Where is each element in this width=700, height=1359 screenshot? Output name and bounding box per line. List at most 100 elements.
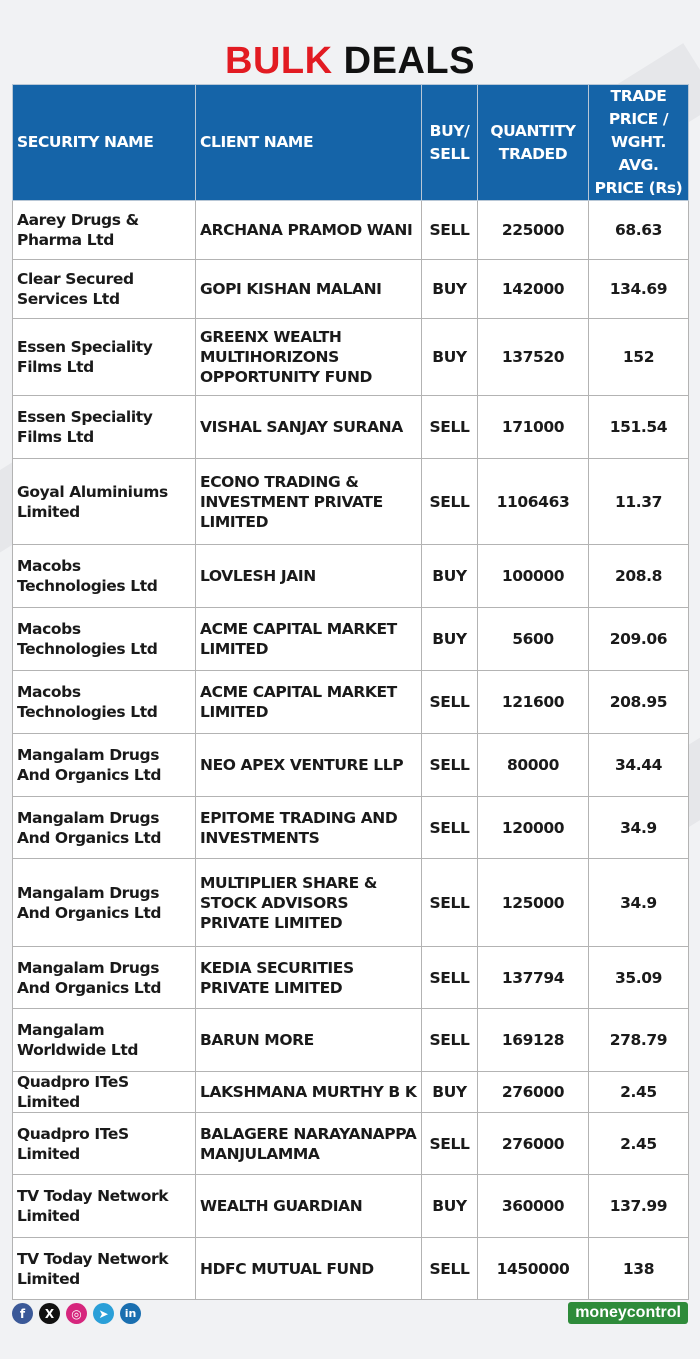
cell-client: GREENX WEALTH MULTIHORIZONS OPPORTUNITY …: [195, 318, 422, 396]
cell-client: GOPI KISHAN MALANI: [195, 259, 422, 319]
cell-price: 151.54: [588, 395, 689, 459]
cell-security: Mangalam Drugs And Organics Ltd: [12, 946, 196, 1009]
cell-qty: 1450000: [477, 1237, 589, 1300]
cell-qty: 276000: [477, 1112, 589, 1175]
cell-client: KEDIA SECURITIES PRIVATE LIMITED: [195, 946, 422, 1009]
table-row: Mangalam Drugs And Organics Ltd MULTIPLI…: [12, 858, 689, 947]
cell-side: BUY: [421, 1174, 478, 1238]
cell-security: Mangalam Drugs And Organics Ltd: [12, 796, 196, 859]
cell-side: SELL: [421, 1112, 478, 1175]
table-row: Macobs Technologies Ltd ACME CAPITAL MAR…: [12, 670, 689, 734]
x-icon[interactable]: X: [39, 1303, 60, 1324]
cell-client: MULTIPLIER SHARE & STOCK ADVISORS PRIVAT…: [195, 858, 422, 947]
telegram-icon[interactable]: ➤: [93, 1303, 114, 1324]
header-buy-sell-line2: SELL: [429, 144, 470, 163]
cell-security: Mangalam Drugs And Organics Ltd: [12, 733, 196, 797]
cell-security: Macobs Technologies Ltd: [12, 670, 196, 734]
cell-client: HDFC MUTUAL FUND: [195, 1237, 422, 1300]
cell-side: SELL: [421, 670, 478, 734]
header-price-line3: WGHT. AVG.: [611, 133, 666, 174]
cell-price: 152: [588, 318, 689, 396]
instagram-icon[interactable]: ◎: [66, 1303, 87, 1324]
table-row: Macobs Technologies Ltd LOVLESH JAIN BUY…: [12, 544, 689, 608]
facebook-icon[interactable]: f: [12, 1303, 33, 1324]
cell-security: Clear Secured Services Ltd: [12, 259, 196, 319]
cell-qty: 1106463: [477, 458, 589, 545]
cell-client: NEO APEX VENTURE LLP: [195, 733, 422, 797]
cell-security: Quadpro ITeS Limited: [12, 1112, 196, 1175]
cell-qty: 120000: [477, 796, 589, 859]
cell-security: Mangalam Worldwide Ltd: [12, 1008, 196, 1072]
cell-price: 209.06: [588, 607, 689, 671]
header-buy-sell-line1: BUY/: [429, 121, 470, 140]
cell-client: BARUN MORE: [195, 1008, 422, 1072]
cell-side: SELL: [421, 395, 478, 459]
cell-price: 68.63: [588, 200, 689, 260]
cell-price: 134.69: [588, 259, 689, 319]
cell-side: BUY: [421, 607, 478, 671]
cell-security: TV Today Network Limited: [12, 1237, 196, 1300]
cell-client: ACME CAPITAL MARKET LIMITED: [195, 670, 422, 734]
cell-security: Essen Speciality Films Ltd: [12, 318, 196, 396]
cell-price: 34.9: [588, 858, 689, 947]
bulk-deals-table: SECURITY NAME CLIENT NAME BUY/ SELL QUAN…: [12, 84, 689, 1300]
cell-qty: 137520: [477, 318, 589, 396]
cell-side: SELL: [421, 200, 478, 260]
cell-security: Essen Speciality Films Ltd: [12, 395, 196, 459]
cell-side: BUY: [421, 1071, 478, 1113]
header-quantity-line1: QUANTITY: [490, 121, 576, 140]
social-links: f X ◎ ➤ in: [12, 1303, 141, 1324]
table-row: Macobs Technologies Ltd ACME CAPITAL MAR…: [12, 607, 689, 671]
cell-security: Mangalam Drugs And Organics Ltd: [12, 858, 196, 947]
linkedin-icon[interactable]: in: [120, 1303, 141, 1324]
cell-security: Macobs Technologies Ltd: [12, 607, 196, 671]
cell-price: 137.99: [588, 1174, 689, 1238]
cell-qty: 171000: [477, 395, 589, 459]
cell-client: BALAGERE NARAYANAPPA MANJULAMMA: [195, 1112, 422, 1175]
table-row: Mangalam Worldwide Ltd BARUN MORE SELL 1…: [12, 1008, 689, 1072]
cell-qty: 142000: [477, 259, 589, 319]
cell-qty: 169128: [477, 1008, 589, 1072]
cell-qty: 5600: [477, 607, 589, 671]
cell-side: BUY: [421, 259, 478, 319]
moneycontrol-logo: moneycontrol: [568, 1302, 688, 1324]
table-row: Quadpro ITeS Limited BALAGERE NARAYANAPP…: [12, 1112, 689, 1175]
cell-qty: 225000: [477, 200, 589, 260]
cell-client: ARCHANA PRAMOD WANI: [195, 200, 422, 260]
cell-client: ECONO TRADING & INVESTMENT PRIVATE LIMIT…: [195, 458, 422, 545]
table-row: TV Today Network Limited WEALTH GUARDIAN…: [12, 1174, 689, 1238]
cell-side: SELL: [421, 733, 478, 797]
cell-price: 2.45: [588, 1071, 689, 1113]
cell-side: SELL: [421, 1237, 478, 1300]
cell-qty: 80000: [477, 733, 589, 797]
header-quantity: QUANTITY TRADED: [477, 84, 589, 201]
table-header-row: SECURITY NAME CLIENT NAME BUY/ SELL QUAN…: [12, 84, 689, 201]
cell-qty: 137794: [477, 946, 589, 1009]
cell-price: 35.09: [588, 946, 689, 1009]
cell-side: SELL: [421, 796, 478, 859]
cell-client: LOVLESH JAIN: [195, 544, 422, 608]
cell-price: 11.37: [588, 458, 689, 545]
cell-price: 138: [588, 1237, 689, 1300]
table-row: Goyal Aluminiums Limited ECONO TRADING &…: [12, 458, 689, 545]
table-row: Quadpro ITeS Limited LAKSHMANA MURTHY B …: [12, 1071, 689, 1113]
cell-price: 278.79: [588, 1008, 689, 1072]
table-row: Aarey Drugs & Pharma Ltd ARCHANA PRAMOD …: [12, 200, 689, 260]
cell-side: SELL: [421, 458, 478, 545]
table-row: Mangalam Drugs And Organics Ltd EPITOME …: [12, 796, 689, 859]
table-row: Clear Secured Services Ltd GOPI KISHAN M…: [12, 259, 689, 319]
cell-security: TV Today Network Limited: [12, 1174, 196, 1238]
cell-price: 34.44: [588, 733, 689, 797]
title-bulk: BULK: [225, 40, 333, 82]
cell-security: Aarey Drugs & Pharma Ltd: [12, 200, 196, 260]
header-price-line2: PRICE /: [608, 110, 669, 128]
cell-client: WEALTH GUARDIAN: [195, 1174, 422, 1238]
cell-qty: 125000: [477, 858, 589, 947]
cell-price: 2.45: [588, 1112, 689, 1175]
cell-side: SELL: [421, 858, 478, 947]
header-price: TRADE PRICE / WGHT. AVG. PRICE (Rs): [588, 84, 689, 201]
cell-client: EPITOME TRADING AND INVESTMENTS: [195, 796, 422, 859]
title-deals: DEALS: [343, 40, 475, 82]
cell-side: BUY: [421, 318, 478, 396]
cell-qty: 360000: [477, 1174, 589, 1238]
